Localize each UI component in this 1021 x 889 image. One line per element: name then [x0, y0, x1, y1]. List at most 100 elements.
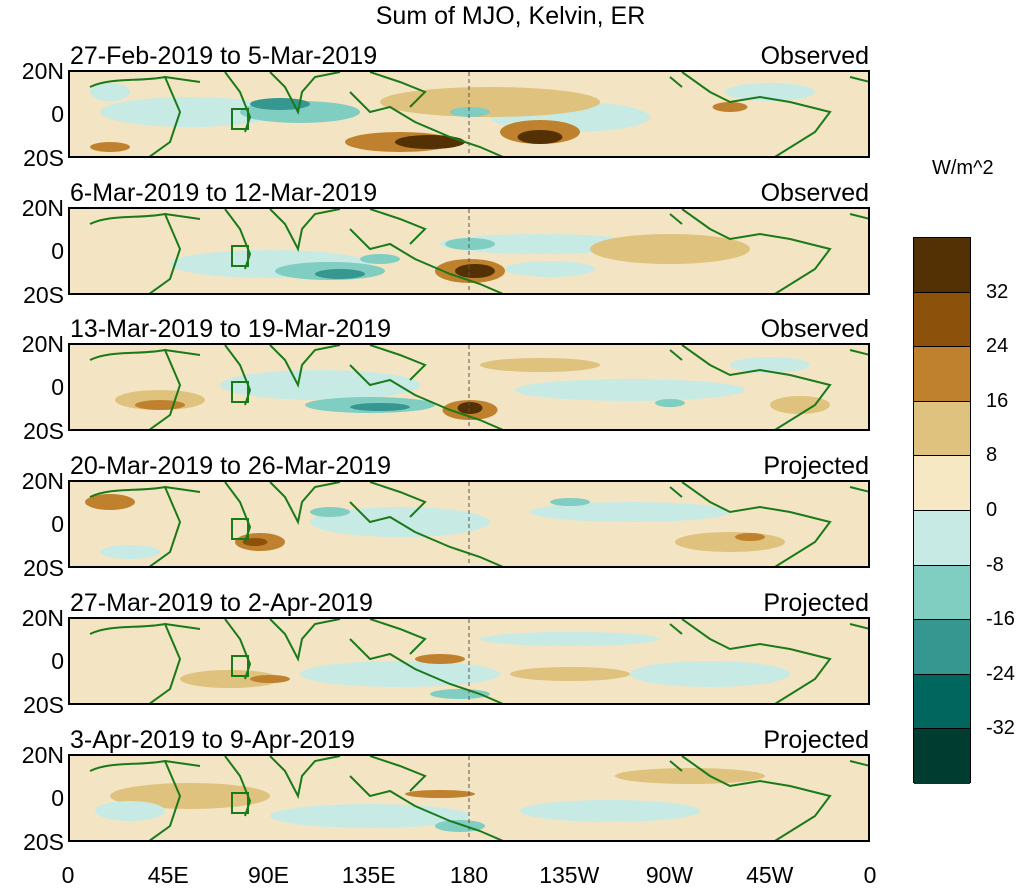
anomaly-region [100, 545, 160, 559]
anomaly-region [90, 142, 130, 152]
colorbar-swatch [914, 510, 970, 566]
anomaly-region [380, 87, 600, 117]
coastline [681, 72, 832, 156]
colorbar-swatch [914, 238, 970, 293]
coastline [669, 213, 683, 225]
anomaly-region [310, 507, 350, 517]
y-tick-label: 0 [51, 785, 64, 811]
coastline [669, 76, 683, 88]
coastline [681, 756, 832, 840]
region-box [231, 381, 249, 403]
x-tick-label: 90E [248, 862, 289, 888]
y-tick-label: 20S [23, 692, 64, 718]
anomaly-region [712, 102, 748, 112]
anomaly-map [89, 209, 868, 293]
y-tick-label: 20N [21, 468, 64, 494]
anomaly-region [530, 502, 730, 522]
anomaly-region [730, 357, 810, 373]
coastline [269, 345, 341, 388]
anomaly-region [90, 83, 130, 101]
panel-date-range: 6-Mar-2019 to 12-Mar-2019 [70, 179, 378, 207]
region-box [231, 108, 249, 130]
anomaly-region [220, 370, 420, 400]
y-tick-label: 0 [51, 238, 64, 264]
anomaly-region [770, 396, 830, 414]
coastline [89, 485, 201, 566]
anomaly-region [735, 533, 765, 541]
coastline [849, 760, 868, 767]
colorbar-tick-label: 16 [986, 389, 1009, 412]
anomaly-region [520, 800, 700, 822]
y-tick-label: 20S [23, 418, 64, 444]
coastline [269, 209, 341, 252]
map-panel-6 [68, 754, 870, 842]
anomaly-region [630, 661, 790, 687]
colorbar-tick-label: -32 [986, 717, 1015, 740]
x-tick-label: 90W [645, 862, 694, 888]
x-tick-label: 45W [746, 862, 794, 888]
colorbar-swatch [914, 401, 970, 457]
anomaly-region [135, 400, 185, 410]
anomaly-region [445, 238, 495, 250]
colorbar-tick-label: 0 [986, 499, 998, 521]
anomaly-map [89, 345, 868, 429]
colorbar-swatch [914, 729, 970, 784]
anomaly-region [450, 107, 490, 117]
figure-title: Sum of MJO, Kelvin, ER [375, 2, 646, 30]
colorbar-tick-label: 32 [986, 280, 1009, 303]
coastline [224, 619, 252, 680]
coastline [849, 623, 868, 630]
coastline [89, 212, 201, 293]
anomaly-region [550, 498, 590, 506]
panel-status: Projected [763, 452, 869, 480]
anomaly-region [505, 261, 595, 277]
region-box [231, 245, 249, 267]
coastline [369, 482, 427, 518]
y-tick-label: 20N [21, 195, 64, 221]
anomaly-region [455, 264, 495, 278]
anomaly-region [517, 130, 563, 144]
coastline [681, 619, 832, 703]
region-box [231, 792, 249, 814]
map-panel-1 [68, 70, 870, 158]
coastline [369, 72, 427, 108]
coastline [669, 760, 683, 772]
coastline [849, 349, 868, 356]
panel-date-range: 3-Apr-2019 to 9-Apr-2019 [70, 726, 355, 754]
colorbar-tick-label: 8 [986, 444, 998, 467]
coastline [89, 348, 201, 429]
coastline [669, 486, 683, 498]
anomaly-region [510, 667, 630, 681]
anomaly-region [590, 234, 750, 264]
x-tick-label: 135E [341, 862, 396, 888]
y-tick-label: 20N [21, 331, 64, 357]
region-box [231, 518, 249, 540]
coastline [369, 619, 427, 655]
coastline [349, 775, 504, 840]
anomaly-region [415, 654, 465, 664]
x-tick-label: 45E [147, 862, 189, 888]
coastline [681, 209, 832, 293]
anomaly-region [515, 379, 745, 401]
coastline [269, 482, 341, 525]
anomaly-map [89, 72, 868, 156]
coastline [349, 91, 504, 156]
panel-status: Projected [763, 589, 869, 617]
panel-date-range: 13-Mar-2019 to 19-Mar-2019 [70, 315, 391, 343]
colorbar-swatch [914, 620, 970, 675]
panel-status: Observed [760, 315, 869, 343]
coastline [224, 482, 252, 543]
coastline [681, 482, 832, 566]
anomaly-region [300, 661, 500, 687]
anomaly-region [350, 403, 410, 411]
anomaly-region [110, 783, 270, 809]
coastline [349, 638, 504, 703]
x-tick-label: 180 [449, 862, 489, 888]
anomaly-region [250, 675, 290, 683]
colorbar-units: W/m^2 [932, 157, 994, 179]
anomaly-region [270, 804, 470, 828]
coastline [89, 759, 201, 840]
anomaly-region [95, 801, 165, 821]
coastline [849, 76, 868, 83]
coastline [269, 72, 341, 115]
